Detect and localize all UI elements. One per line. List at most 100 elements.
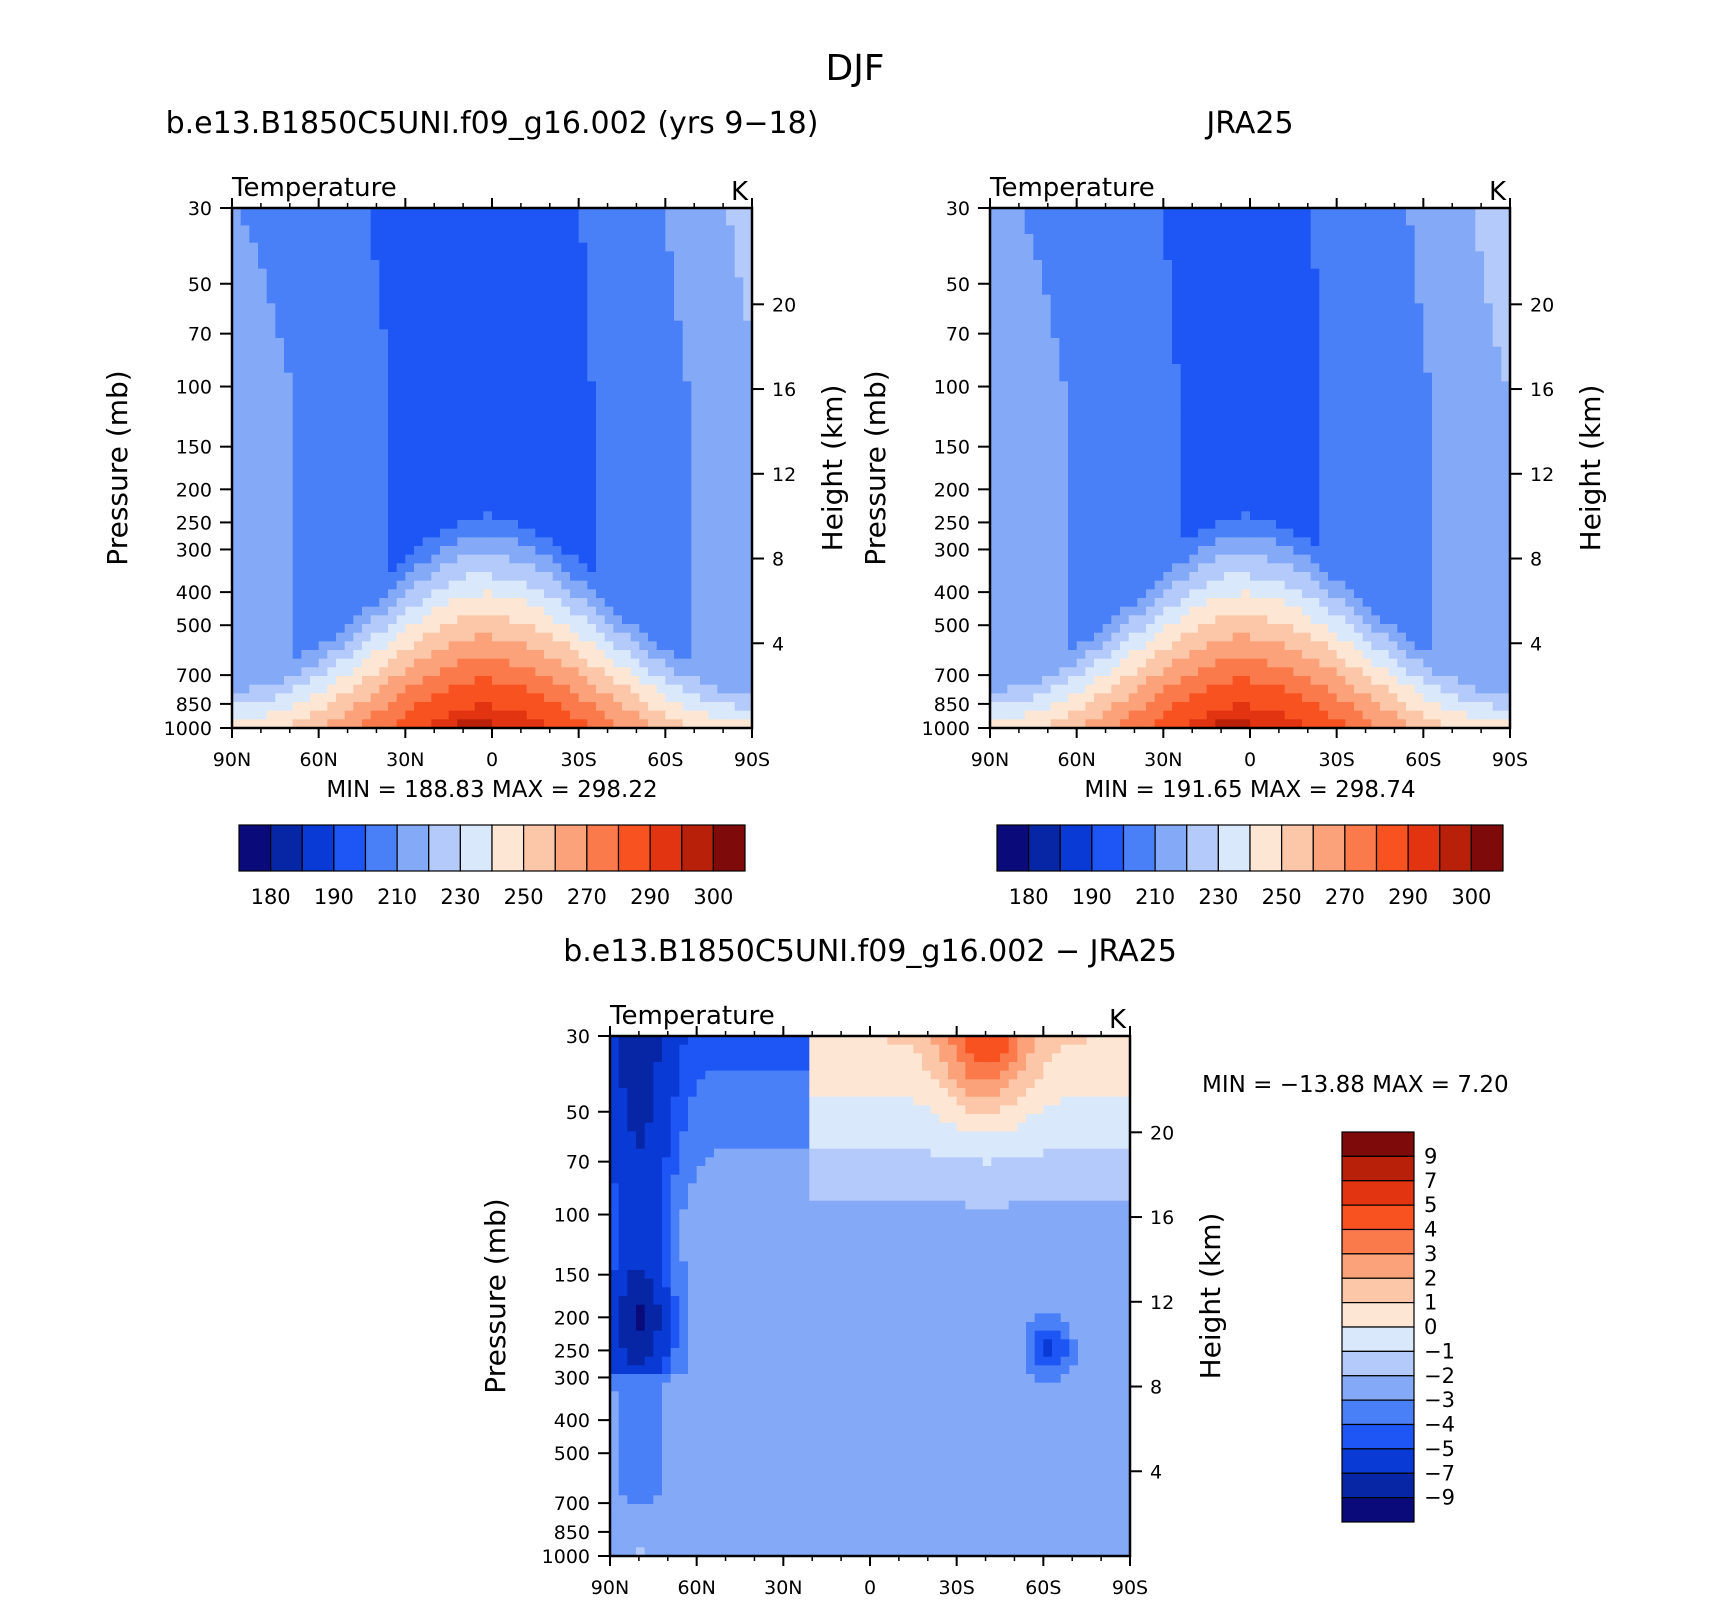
y-tick-label: 700 (176, 665, 212, 687)
contour-cell (1154, 312, 1164, 322)
contour-cell (526, 225, 536, 235)
contour-cell (544, 554, 554, 564)
contour-cell (544, 208, 554, 218)
contour-cell (396, 407, 406, 417)
y-tick-label: 50 (188, 274, 212, 296)
contour-cell (1137, 615, 1147, 625)
contour-cell (500, 242, 510, 252)
contour-cell (561, 650, 571, 660)
contour-cell (1154, 390, 1164, 400)
contour-cell (492, 450, 502, 460)
contour-cell (275, 650, 285, 660)
contour-cell (1085, 372, 1095, 382)
contour-cell (362, 684, 372, 694)
contour-cell (1120, 225, 1130, 235)
contour-cell (336, 589, 346, 599)
contour-cell (448, 320, 458, 330)
contour-cell (648, 537, 658, 547)
contour-cell (310, 329, 320, 339)
contour-cell (310, 208, 320, 218)
contour-cell (648, 476, 658, 486)
contour-cell (362, 693, 372, 703)
contour-cell (1059, 346, 1069, 356)
contour-cell (990, 294, 1000, 304)
contour-cell (578, 225, 588, 235)
contour-cell (266, 676, 276, 686)
contour-cell (578, 294, 588, 304)
contour-cell (604, 364, 614, 374)
contour-cell (353, 606, 363, 616)
contour-cell (405, 442, 415, 452)
contour-cell (665, 346, 675, 356)
contour-cell (587, 372, 597, 382)
contour-cell (682, 242, 692, 252)
contour-cell (370, 494, 380, 504)
contour-cell (518, 355, 528, 365)
contour-cell (691, 676, 701, 686)
contour-cell (691, 364, 701, 374)
contour-cell (440, 676, 450, 686)
contour-cell (1033, 641, 1043, 651)
contour-cell (249, 537, 259, 547)
contour-cell (474, 615, 484, 625)
contour-cell (570, 234, 580, 244)
contour-cell (353, 294, 363, 304)
contour-cell (622, 520, 632, 530)
contour-cell (1059, 719, 1069, 729)
contour-cell (518, 667, 528, 677)
contour-cell (388, 485, 398, 495)
contour-cell (362, 372, 372, 382)
contour-cell (379, 511, 389, 521)
contour-cell (448, 684, 458, 694)
contour-cell (708, 372, 718, 382)
contour-cell (388, 667, 398, 677)
contour-cell (370, 390, 380, 400)
contour-cell (232, 684, 242, 694)
contour-cell (708, 615, 718, 625)
contour-cell (578, 329, 588, 339)
contour-cell (1137, 589, 1147, 599)
contour-cell (500, 216, 510, 226)
contour-cell (388, 433, 398, 443)
contour-cell (990, 251, 1000, 261)
contour-cell (483, 320, 493, 330)
contour-cell (1120, 658, 1130, 668)
contour-cell (604, 693, 614, 703)
contour-cell (1102, 615, 1112, 625)
contour-cell (249, 424, 259, 434)
contour-cell (240, 286, 250, 296)
contour-cell (544, 650, 554, 660)
contour-cell (674, 251, 684, 261)
contour-cell (327, 225, 337, 235)
contour-cell (990, 476, 1000, 486)
contour-cell (1102, 277, 1112, 287)
contour-cell (336, 372, 346, 382)
contour-cell (613, 372, 623, 382)
contour-cell (448, 502, 458, 512)
contour-cell (682, 225, 692, 235)
contour-cell (448, 563, 458, 573)
contour-cell (483, 702, 493, 712)
contour-cell (405, 208, 415, 218)
contour-cell (1024, 398, 1034, 408)
contour-cell (674, 710, 684, 720)
contour-cell (1068, 407, 1078, 417)
contour-cell (578, 658, 588, 668)
contour-cell (492, 424, 502, 434)
contour-cell (535, 398, 545, 408)
contour-cell (535, 320, 545, 330)
contour-cell (301, 598, 311, 608)
contour-cell (422, 485, 432, 495)
contour-cell (596, 563, 606, 573)
contour-cell (249, 216, 259, 226)
contour-cell (639, 476, 649, 486)
contour-cell (1146, 424, 1156, 434)
contour-cell (405, 684, 415, 694)
contour-cell (604, 442, 614, 452)
contour-cell (275, 719, 285, 729)
contour-cell (301, 407, 311, 417)
contour-cell (483, 563, 493, 573)
contour-cell (318, 251, 328, 261)
contour-cell (457, 312, 467, 322)
contour-cell (535, 606, 545, 616)
